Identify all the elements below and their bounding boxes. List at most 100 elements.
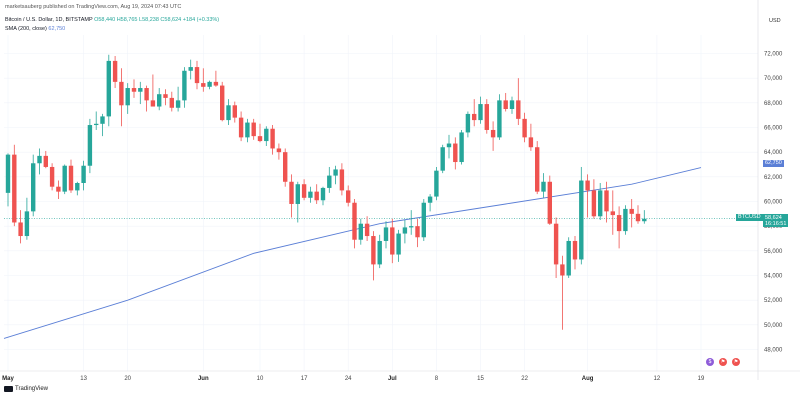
candle-body	[635, 213, 641, 222]
candle-body	[591, 190, 597, 217]
candle-body	[81, 165, 86, 183]
candle	[276, 143, 282, 160]
candle	[314, 184, 319, 204]
sma-legend[interactable]: SMA (200, close) 62,750	[5, 26, 65, 32]
candle-body	[434, 170, 439, 197]
candle	[201, 68, 206, 92]
candle-body	[629, 208, 634, 214]
candle-body	[377, 240, 382, 265]
sma-legend-label: SMA (200, close)	[5, 26, 47, 32]
y-tick-label: 60,000	[764, 200, 783, 206]
candle	[327, 166, 332, 193]
candle-body	[616, 215, 622, 232]
candle	[497, 94, 502, 140]
y-tick-label: 48,000	[764, 348, 783, 354]
y-tick-label: 56,000	[764, 249, 783, 255]
price-axis[interactable]: 48,000 50,000 52,000 54,000 56,000 58,000 60,0…	[764, 52, 783, 354]
candle-body	[150, 100, 156, 107]
candle	[100, 113, 105, 137]
candle	[138, 81, 143, 105]
candle	[465, 111, 471, 138]
candle-body	[213, 81, 219, 86]
candle-body	[119, 81, 124, 106]
candle	[402, 220, 408, 244]
candle	[616, 206, 622, 249]
time-axis[interactable]: May 13 20 Jun 10 17 24 Jul 8 15 22 Aug 12 19	[2, 376, 705, 382]
candle	[415, 218, 420, 248]
candle-body	[157, 94, 162, 107]
candles	[5, 54, 647, 330]
candle	[49, 163, 55, 191]
candle	[623, 205, 628, 235]
candle-body	[371, 236, 376, 265]
candle-body	[364, 223, 370, 237]
candle	[270, 125, 275, 155]
published-caption: marketsauberg published on TradingView.c…	[5, 4, 182, 10]
candle	[31, 154, 36, 217]
currency-label[interactable]: USD	[769, 18, 781, 24]
candle	[346, 185, 351, 207]
candle	[144, 85, 149, 112]
candle-body	[201, 83, 206, 87]
candle-body	[31, 163, 36, 212]
candle	[81, 160, 86, 191]
candle	[213, 70, 219, 87]
x-tick-label: 22	[521, 376, 528, 382]
candle-body	[484, 104, 489, 130]
candle	[5, 153, 11, 207]
candle	[352, 199, 357, 249]
flag-icon[interactable]: ⚑	[719, 358, 727, 366]
x-tick-label: 24	[345, 376, 352, 382]
candle	[37, 148, 42, 175]
x-tick-label: Aug	[582, 376, 594, 382]
candle-body	[472, 113, 477, 121]
candle-body	[301, 184, 307, 198]
candle	[453, 137, 458, 170]
tradingview-logo[interactable]: TradingView	[4, 386, 48, 392]
candle-body	[566, 240, 571, 276]
candle-body	[308, 191, 313, 198]
candle-body	[238, 117, 244, 138]
candle-body	[182, 70, 187, 101]
candle	[459, 129, 464, 165]
candle	[94, 111, 99, 130]
x-tick-label: 12	[654, 376, 661, 382]
y-tick-label: 64,000	[764, 150, 783, 156]
candle	[377, 234, 382, 269]
candle	[264, 126, 269, 146]
candle-body	[276, 148, 282, 153]
x-tick-label: 20	[124, 376, 131, 382]
candle-body	[320, 187, 326, 201]
candle	[339, 163, 345, 196]
candle	[503, 92, 508, 112]
candle	[75, 181, 80, 196]
candle-body	[604, 190, 609, 212]
candle	[68, 159, 74, 193]
last-price-value: 58,624	[765, 215, 782, 221]
candle-body	[314, 191, 319, 201]
tradingview-logo-icon	[4, 386, 13, 392]
candle-body	[68, 165, 74, 191]
candle-body	[37, 155, 42, 164]
symbol-price-tag: BTCUSD	[736, 214, 763, 221]
candle	[112, 55, 118, 89]
candle-body	[125, 88, 130, 106]
candle-body	[289, 181, 294, 204]
candle-body	[12, 154, 17, 223]
candle	[642, 210, 647, 224]
candle-body	[339, 169, 345, 191]
candle	[528, 123, 534, 151]
x-tick-label: 15	[477, 376, 484, 382]
candle	[43, 150, 48, 169]
dividend-icon[interactable]: $	[706, 358, 714, 366]
candle	[245, 118, 250, 143]
y-tick-label: 62,000	[764, 175, 783, 181]
x-tick-label: May	[2, 376, 14, 382]
candle	[560, 255, 565, 330]
flag-icon[interactable]: ⚑	[732, 358, 740, 366]
candle	[509, 96, 515, 114]
candle-body	[415, 226, 420, 238]
candle-body	[264, 128, 269, 142]
candle	[257, 123, 263, 143]
